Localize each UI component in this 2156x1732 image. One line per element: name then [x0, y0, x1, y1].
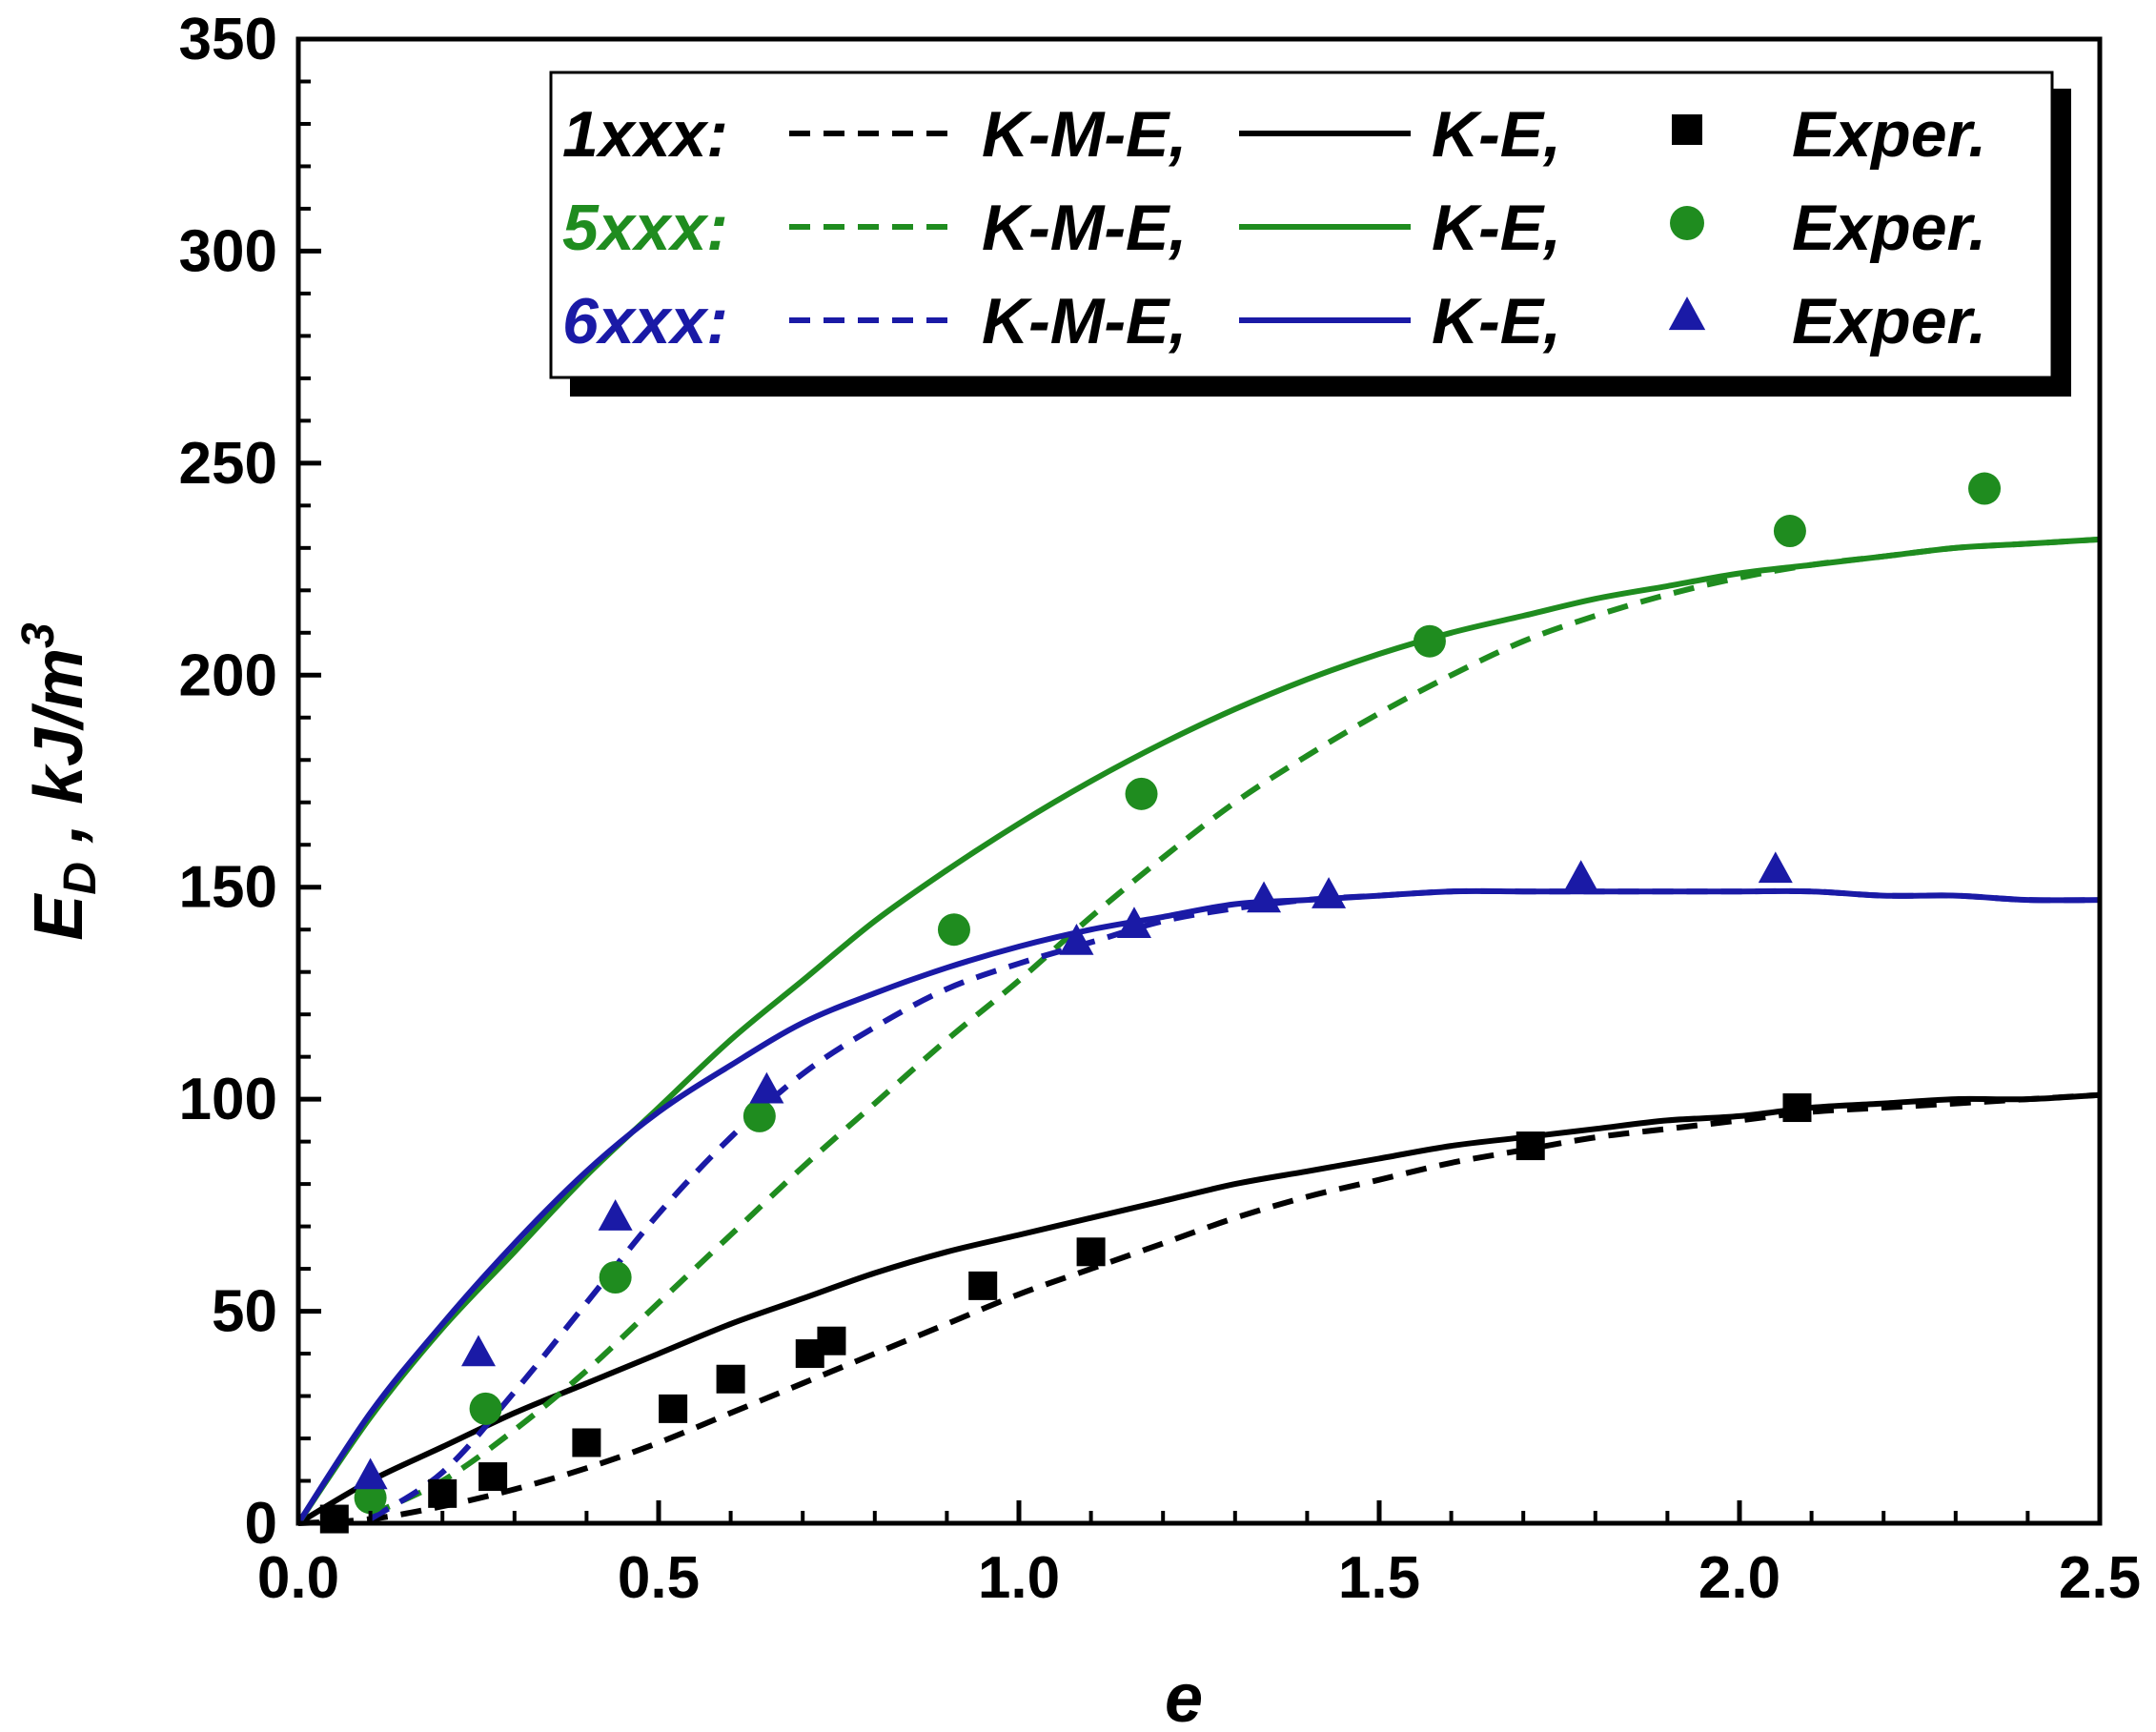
legend-exper-label: Exper. — [1792, 98, 1986, 171]
legend-group-label-1xxx: 1xxx: — [562, 98, 728, 171]
y-axis-title-unit: , kJ/m — [21, 648, 97, 862]
legend-kme-label: K-M-E, — [982, 98, 1187, 171]
y-axis-title-sub: D — [55, 862, 106, 895]
exper-point-1xxx — [968, 1271, 998, 1300]
legend: 1xxx: K-M-E, K-E, Exper. 5xxx: K-M-E, K-E, Expe… — [549, 71, 2071, 397]
legend-marker-6xxx — [1668, 296, 1706, 331]
legend-exper-label: Exper. — [1792, 285, 1986, 357]
exper-point-5xxx — [1413, 624, 1446, 658]
y-tick-label: 350 — [179, 7, 277, 72]
x-axis-title: e — [1165, 1661, 1203, 1732]
exper-point-6xxx — [1059, 924, 1094, 955]
x-tick-label: 1.0 — [978, 1545, 1060, 1611]
markers-layer — [319, 472, 2002, 1534]
y-tick-label: 150 — [179, 855, 277, 921]
y-axis-title: ED , kJ/m3 — [13, 622, 106, 941]
legend-exper-label: Exper. — [1792, 192, 1986, 264]
y-tick-label: 100 — [179, 1067, 277, 1132]
exper-point-5xxx — [742, 1099, 776, 1132]
legend-group-label-6xxx: 6xxx: — [562, 285, 728, 357]
exper-point-5xxx — [354, 1481, 387, 1515]
x-tick-label: 2.0 — [1698, 1545, 1780, 1611]
exper-point-1xxx — [478, 1462, 508, 1492]
exper-point-6xxx — [749, 1071, 784, 1104]
legend-kme-label: K-M-E, — [982, 285, 1187, 357]
exper-point-1xxx — [319, 1504, 349, 1534]
legend-marker-5xxx — [1670, 206, 1704, 240]
exper-point-5xxx — [1773, 515, 1806, 548]
plot-frame — [295, 36, 2103, 1526]
exper-point-6xxx — [461, 1335, 496, 1367]
exper-point-5xxx — [937, 913, 970, 947]
legend-ke-label: K-E, — [1432, 98, 1561, 171]
exper-point-5xxx — [1125, 777, 1158, 810]
y-axis-title-sup: 3 — [13, 622, 64, 648]
exper-point-1xxx — [1076, 1237, 1106, 1267]
kme-curve-6xxx — [368, 887, 2101, 1522]
legend-kme-label: K-M-E, — [982, 192, 1187, 264]
exper-point-6xxx — [1563, 860, 1598, 892]
exper-point-6xxx — [1116, 907, 1151, 938]
legend-ke-label: K-E, — [1432, 285, 1561, 357]
legend-rows: 1xxx: K-M-E, K-E, Exper. 5xxx: K-M-E, K-E, Expe… — [562, 98, 1986, 357]
x-tick-label: 2.5 — [2059, 1545, 2141, 1611]
y-tick-label: 300 — [179, 218, 277, 284]
y-tick-label: 250 — [179, 431, 277, 497]
kme-curve-5xxx — [369, 536, 2101, 1518]
exper-point-1xxx — [817, 1326, 846, 1355]
x-tick-label: 1.5 — [1338, 1545, 1420, 1611]
exper-point-6xxx — [1758, 851, 1793, 884]
y-tick-label: 200 — [179, 642, 277, 708]
y-tick-label: 0 — [245, 1491, 277, 1557]
exper-point-1xxx — [716, 1364, 745, 1394]
exper-point-5xxx — [599, 1260, 632, 1294]
exper-point-1xxx — [572, 1428, 601, 1457]
exper-point-6xxx — [1312, 877, 1347, 908]
exper-point-5xxx — [469, 1392, 502, 1425]
y-axis-title-main: E — [21, 893, 97, 941]
ke-curve-6xxx — [295, 887, 2101, 1525]
exper-point-1xxx — [659, 1394, 688, 1423]
exper-point-1xxx — [1782, 1093, 1812, 1123]
x-tick-label: 0.0 — [257, 1545, 339, 1611]
exper-point-5xxx — [1968, 472, 2002, 505]
legend-marker-1xxx — [1672, 114, 1702, 145]
x-tick-label: 0.5 — [618, 1545, 700, 1611]
exper-point-1xxx — [1515, 1131, 1545, 1161]
ticks-layer: 0.0 0.5 1.0 1.5 2.0 2.5 0 50 100 150 200 250 300 350 — [179, 7, 2142, 1611]
exper-point-1xxx — [428, 1478, 458, 1508]
exper-point-6xxx — [598, 1199, 633, 1231]
legend-ke-label: K-E, — [1432, 192, 1561, 264]
exper-point-6xxx — [1247, 881, 1282, 913]
legend-group-label-5xxx: 5xxx: — [562, 192, 728, 264]
y-tick-label: 50 — [212, 1279, 277, 1345]
exper-point-6xxx — [353, 1457, 388, 1490]
